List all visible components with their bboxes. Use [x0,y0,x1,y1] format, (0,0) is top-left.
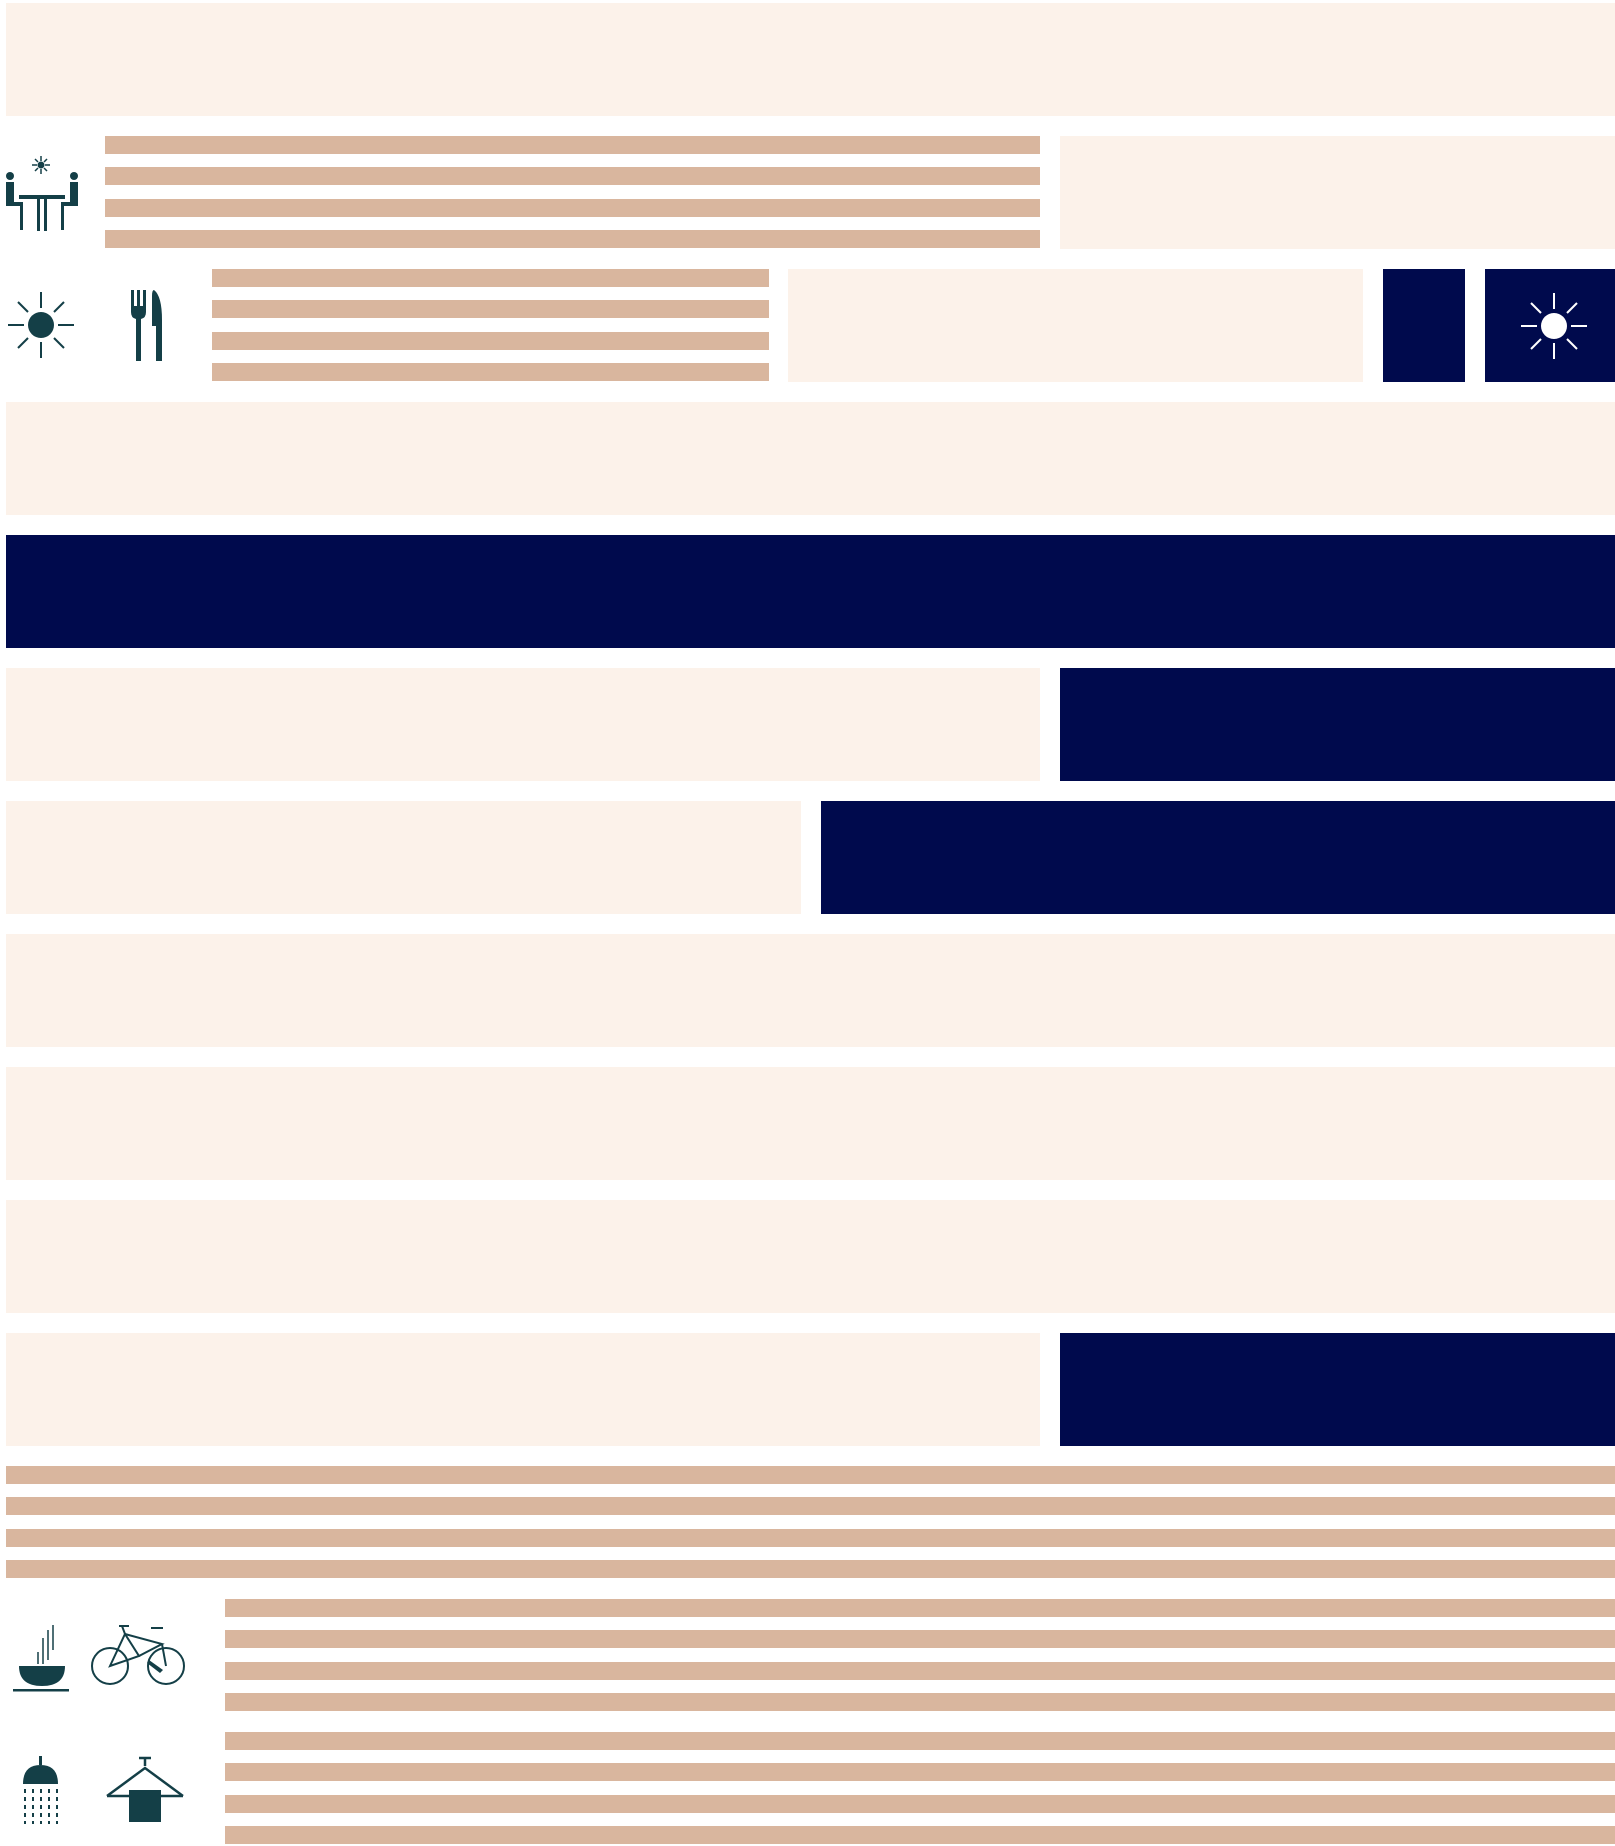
panel-row-4 [6,402,1615,515]
panel-row-11 [6,1333,1040,1446]
accent-band-row-5 [6,535,1615,648]
bicycle-icon [91,1622,186,1687]
sun-icon [6,290,76,360]
outdoor-dining-icon [3,150,81,235]
panel-row-8 [6,934,1615,1047]
text-block-row-3 [212,269,769,382]
accent-panel-row-11 [1060,1333,1615,1446]
accent-tile-sun [1485,269,1615,382]
towel-hanger-icon [105,1756,185,1822]
fork-knife-icon [128,290,164,362]
panel-row-2 [1060,136,1615,249]
accent-panel-row-7 [821,801,1615,914]
panel-row-6 [6,668,1040,781]
accent-panel-row-6 [1060,668,1615,781]
text-block-row-12 [6,1466,1615,1579]
panel-row-3 [788,269,1363,382]
accent-tile-small [1383,269,1465,382]
panel-row-7 [6,801,801,914]
text-block-row-14 [225,1732,1615,1845]
panel-row-10 [6,1200,1615,1313]
sun-icon [1519,291,1589,361]
panel-row-9 [6,1067,1615,1180]
shower-icon [21,1756,61,1824]
text-block-row-13 [225,1599,1615,1712]
text-block-row-2 [105,136,1040,249]
panel-row-1 [6,3,1615,116]
hot-bowl-icon [13,1620,71,1692]
